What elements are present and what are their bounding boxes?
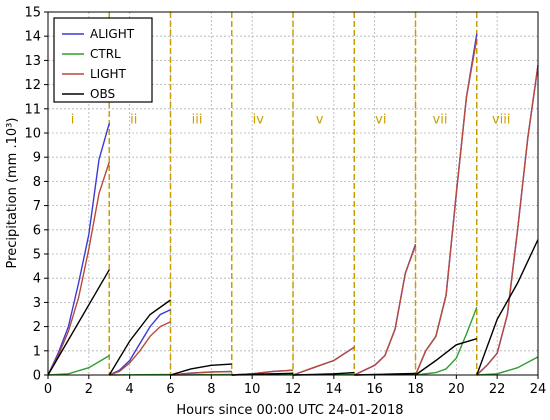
series-line-obs — [476, 239, 539, 376]
series-line-obs — [108, 299, 171, 376]
series-line-obs — [415, 338, 477, 376]
series-line-light — [476, 65, 539, 376]
legend-entry-ctrl: CTRL — [90, 47, 121, 61]
window-label-i: i — [71, 112, 75, 127]
window-label-v: v — [316, 112, 324, 127]
y-tick-label: 7 — [33, 199, 41, 214]
window-label-iv: iv — [253, 112, 265, 127]
window-label-iii: iii — [192, 112, 203, 127]
y-tick-label: 6 — [33, 223, 41, 238]
y-tick-label: 9 — [33, 151, 41, 166]
window-boundaries — [108, 12, 478, 375]
legend-entry-alight: ALIGHT — [90, 27, 135, 41]
y-tick-label: 0 — [33, 369, 41, 384]
y-tick-label: 10 — [24, 127, 41, 142]
series-line-light — [353, 245, 417, 376]
legend: ALIGHT CTRL LIGHT OBS — [53, 17, 153, 103]
x-tick-label: 4 — [126, 382, 134, 397]
window-label-ii: ii — [130, 112, 137, 127]
window-label-viii: viii — [492, 112, 511, 127]
x-tick-label: 20 — [448, 382, 465, 397]
legend-entry-obs: OBS — [90, 87, 115, 101]
window-label-vii: vii — [433, 112, 448, 127]
x-tick-label: 12 — [285, 382, 302, 397]
x-tick-label: 24 — [530, 382, 547, 397]
x-tick-label: 0 — [44, 382, 52, 397]
series-line-alight — [109, 309, 171, 376]
window-labels: i ii iii iv v vi vii viii — [71, 112, 511, 127]
series-line-alight — [292, 346, 355, 376]
series-line-ctrl — [47, 354, 110, 376]
series-line-light — [109, 321, 171, 376]
series-line-alight — [47, 123, 110, 376]
series-line-light — [292, 346, 355, 376]
x-tick-label: 6 — [166, 382, 174, 397]
series-line-obs — [47, 269, 110, 376]
series-line-ctrl — [415, 306, 478, 376]
x-tick-label: 8 — [207, 382, 215, 397]
y-tick-label: 8 — [33, 175, 41, 190]
y-tick-label: 11 — [24, 102, 41, 117]
x-tick-label: 16 — [366, 382, 383, 397]
x-tick-label: 22 — [489, 382, 506, 397]
series-line-ctrl — [476, 356, 539, 376]
x-axis-ticks: 0 2 4 6 8 10 12 14 16 18 20 22 24 — [44, 375, 546, 397]
legend-entry-light: LIGHT — [90, 67, 127, 81]
y-tick-label: 4 — [33, 272, 41, 287]
legend-box — [53, 17, 153, 103]
y-tick-label: 1 — [33, 344, 41, 359]
y-tick-label: 3 — [33, 296, 41, 311]
window-label-vi: vi — [375, 112, 386, 127]
y-axis-label: Precipitation (mm .10³) — [5, 118, 20, 269]
x-tick-label: 18 — [407, 382, 424, 397]
series-line-light — [47, 161, 110, 376]
x-tick-label: 14 — [326, 382, 343, 397]
x-axis-label: Hours since 00:00 UTC 24-01-2018 — [176, 403, 403, 418]
x-tick-label: 2 — [85, 382, 93, 397]
y-tick-label: 2 — [33, 320, 41, 335]
y-tick-label: 14 — [24, 30, 41, 45]
series-line-obs — [170, 363, 232, 376]
x-tick-label: 10 — [244, 382, 261, 397]
y-tick-label: 5 — [33, 248, 41, 263]
series-line-light — [414, 38, 478, 376]
series-line-light — [170, 370, 232, 376]
y-tick-label: 15 — [24, 6, 41, 21]
y-tick-label: 12 — [24, 78, 41, 93]
y-tick-label: 13 — [24, 54, 41, 69]
